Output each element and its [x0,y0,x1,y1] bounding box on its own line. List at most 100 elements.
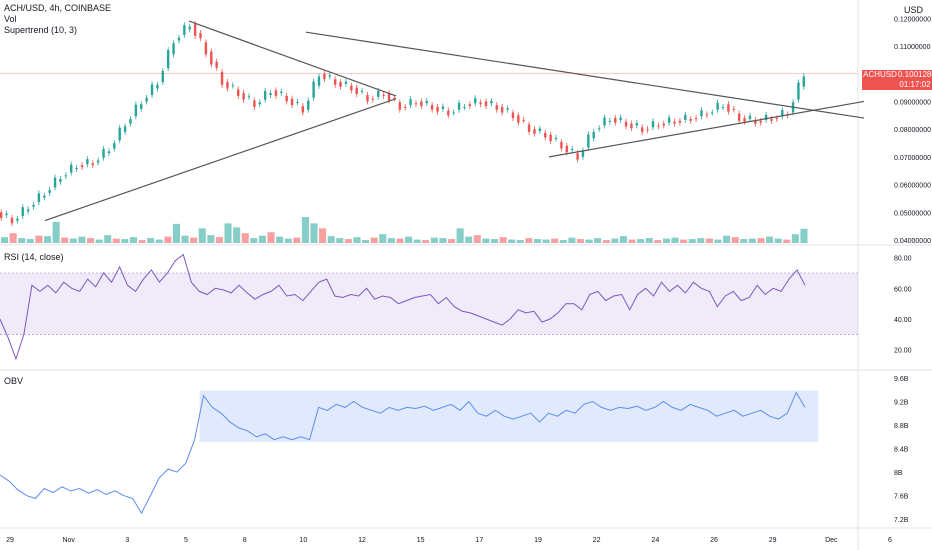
volume-bar [276,236,284,243]
time-tick-label: 24 [651,537,659,544]
candle-body [743,118,746,122]
volume-bar [181,235,189,243]
candle-body [215,61,218,68]
volume-bar [336,238,344,243]
candle-body [226,82,229,89]
candle-body [113,143,116,149]
candle-body [474,98,477,104]
volume-bar [688,239,696,243]
volume-bar [800,228,808,243]
volume-bar [619,236,627,243]
candle-body [242,93,245,100]
candle-body [188,26,191,30]
candle-body [447,110,450,116]
volume-bar [542,239,550,243]
volume-bar [396,238,404,243]
obv-legend[interactable]: OBV [4,376,24,386]
volume-bar [61,237,69,243]
candle-body [468,104,472,107]
candle-body [684,114,687,120]
vol-legend[interactable]: Vol [4,14,17,24]
candle-body [414,103,418,105]
symbol-title[interactable]: ACH/USD, 4h, COINBASE [4,3,112,13]
candle-body [290,98,294,106]
candle-body [48,190,51,193]
volume-bar [791,234,799,243]
currency-label[interactable]: USD [904,5,924,15]
candle-body [91,163,94,166]
volume-bar [490,239,499,243]
candle-body [732,108,735,110]
volume-bar [723,235,731,243]
candle-body [538,128,542,132]
trendline [548,100,865,158]
price-tick-label: 0.09000000 [894,99,931,106]
time-tick-label: 8 [243,537,247,544]
rsi-legend[interactable]: RSI (14, close) [4,252,64,262]
candle-body [339,82,342,87]
candle-body [53,177,57,188]
volume-bar [284,238,292,243]
volume-bar [465,236,473,243]
candle-body [533,129,536,134]
candle-body [210,51,213,65]
candle-body [360,90,364,92]
volume-bar [783,239,791,243]
candle-body [651,121,655,128]
volume-bar [155,239,163,243]
candle-body [646,129,649,131]
price-tick-label: 0.06000000 [894,183,931,190]
candle-body [64,175,68,177]
candle-body [635,123,639,126]
candle-body [21,207,24,216]
volume-bar [405,236,413,243]
candle-body [759,120,762,123]
candle-body [258,102,261,105]
trendline [44,98,397,222]
volume-bar [628,239,636,243]
volume-bar [35,235,43,243]
rsi-tick-label: 40.00 [894,317,912,324]
candle-body [587,134,590,148]
volume-bar [499,237,507,243]
candle-body [231,85,235,87]
obv-tick-label: 7.2B [894,517,909,524]
candle-body [193,23,197,36]
candle-body [371,98,375,100]
candle-body [183,25,186,35]
candle-body [565,145,568,153]
volume-bar [293,237,301,243]
candle-body [500,106,504,113]
candle-body [797,82,800,100]
candle-body [420,101,423,107]
volume-bar [774,238,782,243]
candle-body [398,102,402,110]
volume-bar [362,240,370,243]
price-tick-label: 0.11000000 [894,44,931,51]
volume-bar [379,234,387,243]
last-price-tag: ACHUSD [862,70,898,90]
candle-body [253,100,256,107]
candle-body [140,104,143,109]
candle-body [26,209,30,212]
candle-body [204,42,208,55]
volume-bar [121,239,129,243]
volume-bar [95,239,103,243]
candle-body [409,99,412,106]
volume-bar [456,228,464,243]
candle-body [5,213,8,216]
candle-body [721,106,725,108]
obv-line [0,391,806,515]
obv-tick-label: 8.4B [894,447,909,454]
candle-body [570,149,574,151]
volume-bar [86,238,95,243]
supertrend-legend[interactable]: Supertrend (10, 3) [4,25,78,35]
candle-body [366,94,369,102]
candle-body [32,204,35,207]
volume-bar [637,239,645,243]
price-tick-label: 0.04000000 [894,238,931,245]
candle-body [624,121,628,127]
obv-tick-label: 8.8B [894,423,909,430]
obv-highlight-box [199,390,819,442]
